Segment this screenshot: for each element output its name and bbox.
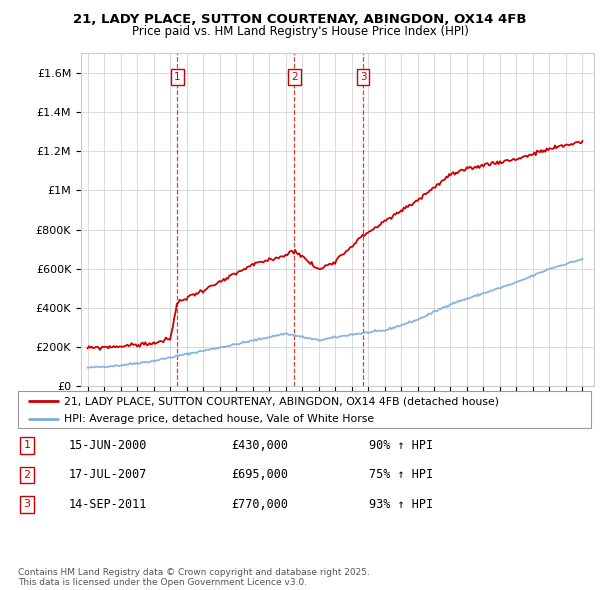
Text: 14-SEP-2011: 14-SEP-2011	[69, 498, 148, 511]
Text: 75% ↑ HPI: 75% ↑ HPI	[369, 468, 433, 481]
FancyBboxPatch shape	[18, 391, 591, 428]
Text: 1: 1	[174, 71, 181, 81]
Text: 90% ↑ HPI: 90% ↑ HPI	[369, 439, 433, 452]
Text: 21, LADY PLACE, SUTTON COURTENAY, ABINGDON, OX14 4FB: 21, LADY PLACE, SUTTON COURTENAY, ABINGD…	[73, 13, 527, 26]
Text: £430,000: £430,000	[231, 439, 288, 452]
Text: 2: 2	[23, 470, 31, 480]
Text: 2: 2	[291, 71, 298, 81]
Text: 15-JUN-2000: 15-JUN-2000	[69, 439, 148, 452]
Text: 3: 3	[360, 71, 367, 81]
Text: Price paid vs. HM Land Registry's House Price Index (HPI): Price paid vs. HM Land Registry's House …	[131, 25, 469, 38]
Text: HPI: Average price, detached house, Vale of White Horse: HPI: Average price, detached house, Vale…	[64, 414, 374, 424]
Text: Contains HM Land Registry data © Crown copyright and database right 2025.
This d: Contains HM Land Registry data © Crown c…	[18, 568, 370, 587]
Text: 3: 3	[23, 500, 31, 509]
Text: 93% ↑ HPI: 93% ↑ HPI	[369, 498, 433, 511]
Text: 21, LADY PLACE, SUTTON COURTENAY, ABINGDON, OX14 4FB (detached house): 21, LADY PLACE, SUTTON COURTENAY, ABINGD…	[64, 396, 499, 406]
Text: 17-JUL-2007: 17-JUL-2007	[69, 468, 148, 481]
Text: £695,000: £695,000	[231, 468, 288, 481]
Text: 1: 1	[23, 441, 31, 450]
Text: £770,000: £770,000	[231, 498, 288, 511]
